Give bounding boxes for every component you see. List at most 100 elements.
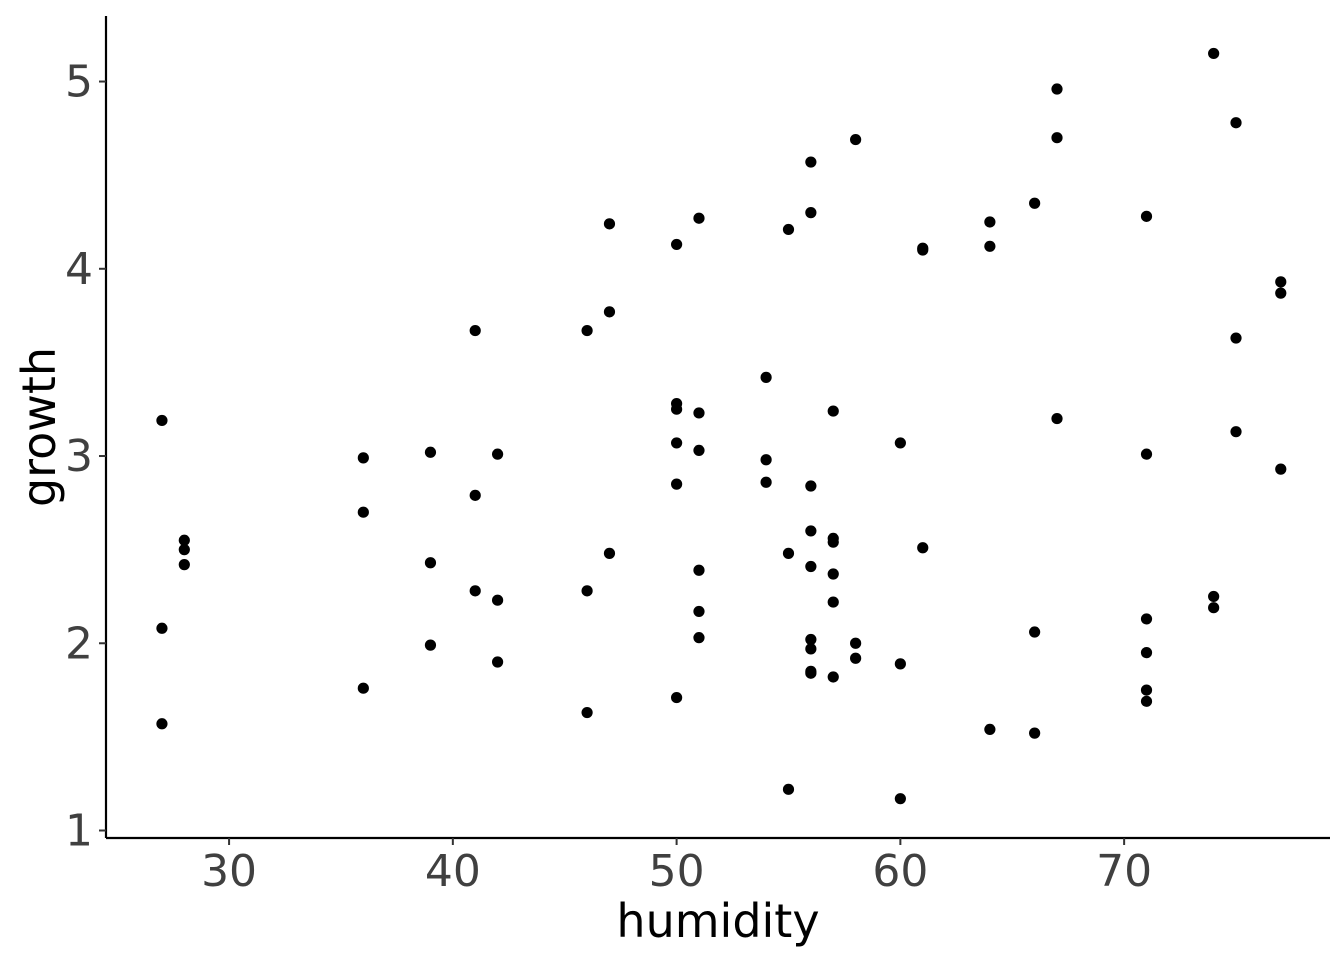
data-point <box>424 557 437 569</box>
data-point <box>693 632 705 644</box>
data-point <box>1230 117 1242 129</box>
data-point <box>1230 332 1242 344</box>
data-point <box>357 506 369 518</box>
x-tick-label: 60 <box>872 846 928 897</box>
data-point <box>805 667 817 679</box>
data-point <box>805 480 817 492</box>
y-axis-ticks: 1 2 3 4 5 <box>65 57 106 857</box>
data-point <box>1029 727 1041 739</box>
data-point <box>693 564 705 576</box>
data-point <box>357 452 369 464</box>
data-point <box>671 478 683 490</box>
data-point <box>1208 602 1220 614</box>
data-point <box>671 691 683 704</box>
y-axis-title: growth <box>12 347 66 507</box>
data-point <box>603 306 616 318</box>
data-point <box>491 656 504 668</box>
data-point <box>805 207 817 219</box>
data-point <box>1140 613 1153 625</box>
data-point <box>1029 197 1041 209</box>
y-tick-label: 5 <box>65 57 93 108</box>
data-point <box>1275 287 1287 299</box>
points-layer <box>156 47 1287 805</box>
data-point <box>603 218 616 230</box>
data-point <box>850 637 862 649</box>
data-point <box>760 371 772 383</box>
data-point <box>1051 412 1063 425</box>
y-tick-label: 1 <box>65 806 93 857</box>
data-point <box>894 793 906 805</box>
data-point <box>1275 276 1287 288</box>
x-tick-label: 30 <box>201 846 257 897</box>
data-point <box>827 405 839 417</box>
data-point <box>693 212 705 224</box>
data-point <box>178 544 190 556</box>
data-point <box>917 244 929 256</box>
data-point <box>917 542 929 554</box>
x-tick-label: 70 <box>1096 846 1152 897</box>
data-point <box>782 783 795 795</box>
data-point <box>671 238 683 251</box>
data-point <box>178 534 190 546</box>
data-point <box>1140 448 1153 460</box>
data-point <box>1051 83 1063 95</box>
data-point <box>469 324 481 337</box>
data-point <box>693 407 705 419</box>
data-point <box>1230 426 1242 438</box>
data-point <box>1140 647 1153 659</box>
data-point <box>469 489 481 501</box>
data-point <box>782 547 795 559</box>
data-point <box>1051 132 1063 144</box>
data-point <box>491 594 504 606</box>
data-point <box>894 658 906 670</box>
data-point <box>894 437 906 449</box>
data-point <box>984 240 996 252</box>
data-point <box>760 476 772 488</box>
data-point <box>581 706 593 719</box>
data-point <box>491 448 504 460</box>
data-point <box>782 223 795 236</box>
data-point <box>1029 626 1041 638</box>
data-point <box>1275 463 1287 475</box>
data-point <box>850 133 862 146</box>
data-point <box>671 403 683 415</box>
data-point <box>156 718 168 730</box>
data-point <box>984 723 996 735</box>
data-point <box>603 547 616 559</box>
data-point <box>827 596 839 608</box>
x-tick-label: 50 <box>649 846 705 897</box>
y-tick-label: 4 <box>65 244 93 295</box>
data-point <box>805 643 817 655</box>
data-point <box>693 444 705 457</box>
data-point <box>1140 695 1153 707</box>
data-point <box>693 605 705 618</box>
data-point <box>1208 47 1220 60</box>
x-axis-title: humidity <box>616 894 819 948</box>
data-point <box>805 560 817 573</box>
data-point <box>424 446 437 458</box>
data-point <box>469 585 481 597</box>
data-point <box>760 454 772 466</box>
data-point <box>671 437 683 449</box>
x-axis-ticks: 30 40 50 60 70 <box>201 838 1152 897</box>
data-point <box>805 156 817 168</box>
data-point <box>178 559 190 571</box>
data-point <box>827 671 839 683</box>
data-point <box>581 324 593 337</box>
data-point <box>581 585 593 597</box>
data-point <box>156 622 168 634</box>
data-point <box>805 633 817 646</box>
y-tick-label: 3 <box>65 431 93 482</box>
y-tick-label: 2 <box>65 618 93 669</box>
data-point <box>984 216 996 228</box>
x-tick-label: 40 <box>425 846 481 897</box>
data-point <box>1208 590 1220 603</box>
data-point <box>827 568 839 580</box>
data-point <box>1140 210 1153 222</box>
data-point <box>850 652 862 664</box>
data-point <box>156 414 168 427</box>
data-point <box>827 536 839 548</box>
data-point <box>424 639 437 651</box>
